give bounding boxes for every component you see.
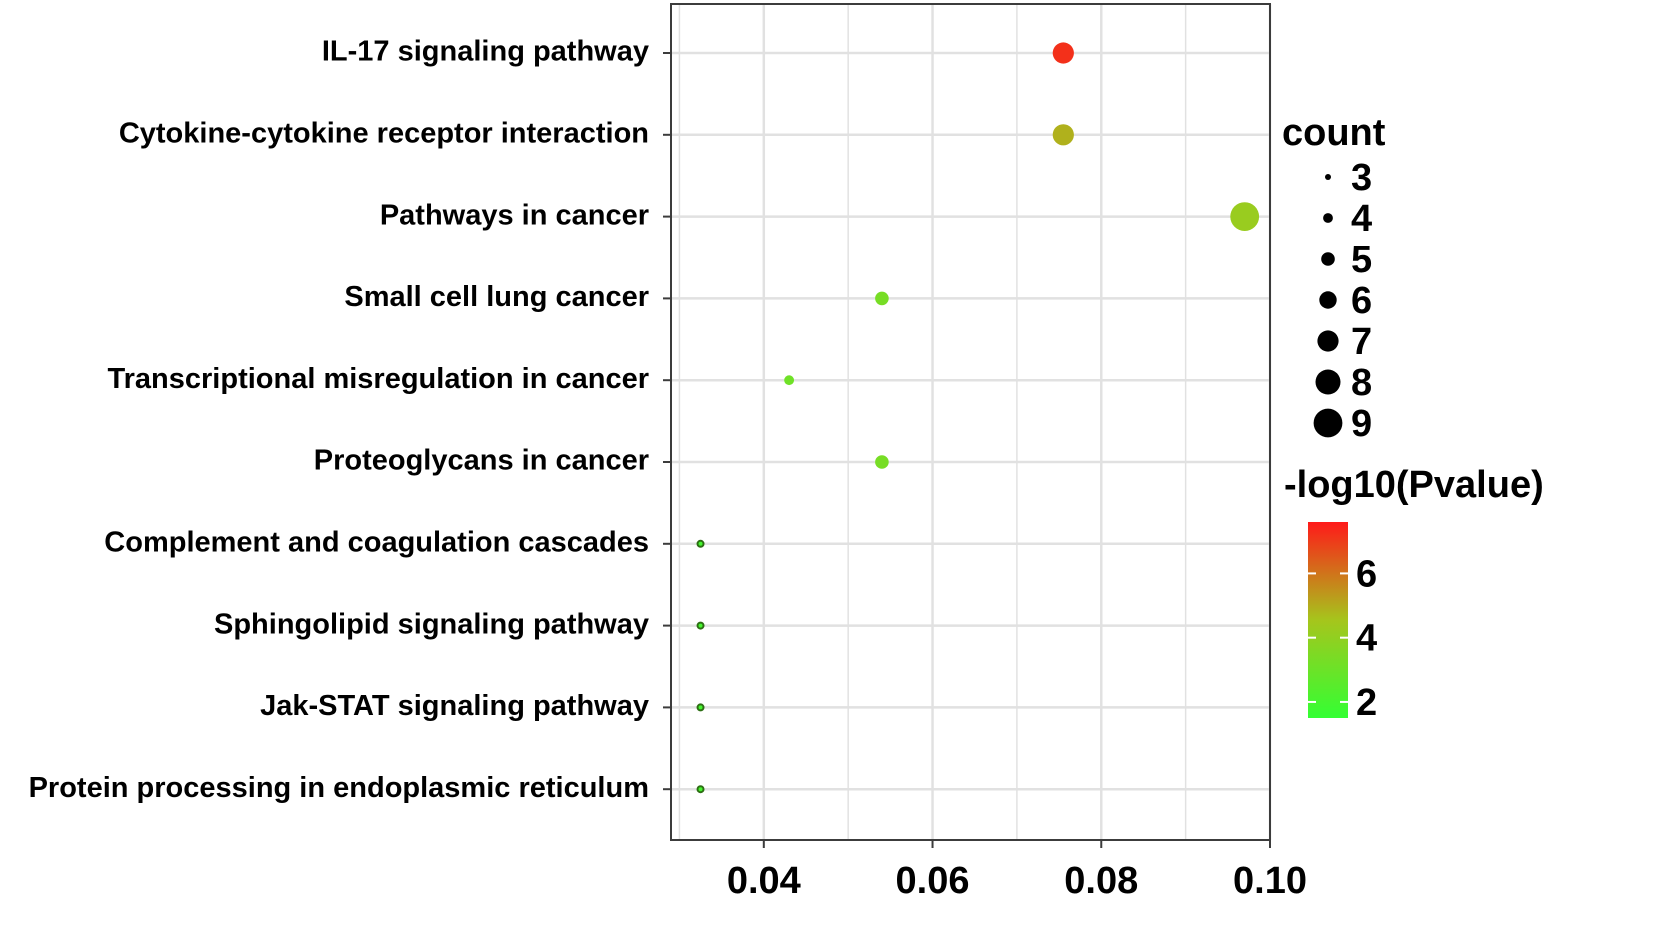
size-legend-label: 4: [1351, 198, 1372, 240]
y-tick-label: Proteoglycans in cancer: [314, 445, 649, 477]
size-legend-label: 9: [1351, 403, 1372, 445]
size-legend-title: count: [1282, 112, 1386, 154]
y-axis: IL-17 signaling pathway Cytokine-cytokine…: [29, 36, 671, 804]
size-legend-dot: [1313, 408, 1343, 438]
colorbar-tick-label: 6: [1356, 553, 1377, 595]
size-legend-label: 6: [1351, 280, 1372, 322]
colorbar-tick-label: 2: [1356, 682, 1377, 724]
size-legend-dot: [1321, 252, 1335, 266]
colorbar: [1308, 522, 1348, 718]
data-point: [875, 455, 889, 469]
size-legend-dot: [1325, 174, 1331, 180]
x-tick-label: 0.10: [1233, 860, 1307, 902]
data-point: [1052, 124, 1074, 146]
data-point: [696, 785, 705, 794]
data-point: [696, 539, 705, 548]
size-legend-label: 7: [1351, 321, 1372, 363]
size-legend-label: 3: [1351, 157, 1372, 199]
data-point: [784, 375, 795, 386]
y-tick-label: Complement and coagulation cascades: [104, 526, 649, 558]
x-tick-label: 0.08: [1064, 860, 1138, 902]
data-point: [696, 621, 705, 630]
y-tick-label: Protein processing in endoplasmic reticu…: [29, 772, 649, 804]
color-legend: -log10(Pvalue) 2 4 6: [1284, 464, 1544, 724]
color-legend-title: -log10(Pvalue): [1284, 464, 1544, 506]
y-tick-label: Small cell lung cancer: [344, 281, 649, 313]
y-tick-label: Transcriptional misregulation in cancer: [108, 363, 649, 395]
size-legend-label: 8: [1351, 362, 1372, 404]
size-legend-label: 5: [1351, 239, 1372, 281]
y-tick-label: Sphingolipid signaling pathway: [214, 608, 649, 640]
size-legend-dot: [1319, 291, 1337, 309]
size-legend-dot: [1315, 369, 1341, 395]
data-point: [1052, 42, 1074, 64]
data-point: [696, 703, 705, 712]
x-tick-label: 0.04: [727, 860, 801, 902]
data-point: [1230, 202, 1260, 232]
y-tick-label: Pathways in cancer: [380, 199, 649, 231]
size-legend-dot: [1317, 330, 1339, 352]
y-tick-label: IL-17 signaling pathway: [322, 36, 649, 68]
x-axis: 0.04 0.06 0.08 0.10: [727, 840, 1307, 902]
y-tick-label: Jak-STAT signaling pathway: [260, 690, 649, 722]
y-tick-label: Cytokine-cytokine receptor interaction: [119, 117, 649, 149]
plot-frame: [670, 3, 1271, 841]
colorbar-tick-label: 4: [1356, 618, 1377, 660]
x-tick-label: 0.06: [896, 860, 970, 902]
data-points: [696, 42, 1260, 794]
grid-lines: [671, 4, 1272, 840]
data-point: [875, 291, 889, 306]
size-legend-dot: [1323, 213, 1333, 223]
